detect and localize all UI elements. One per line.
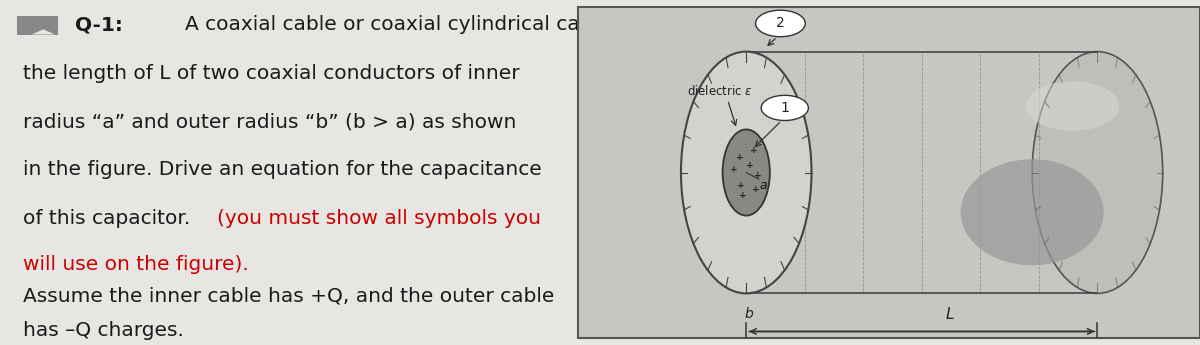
Text: $L$: $L$ — [946, 306, 955, 322]
Text: +: + — [737, 153, 744, 162]
Ellipse shape — [1032, 52, 1163, 293]
Polygon shape — [17, 16, 58, 34]
Polygon shape — [32, 29, 55, 34]
Ellipse shape — [680, 52, 811, 293]
Text: has –Q charges.: has –Q charges. — [23, 321, 184, 340]
Text: of this capacitor.: of this capacitor. — [23, 209, 197, 228]
Text: +: + — [739, 191, 746, 200]
Text: 2: 2 — [776, 17, 785, 30]
Text: will use on the figure).: will use on the figure). — [23, 255, 248, 274]
Text: +: + — [750, 147, 757, 156]
Text: 1: 1 — [780, 101, 790, 115]
Text: +: + — [754, 171, 761, 180]
Text: radius “a” and outer radius “b” (b > a) as shown: radius “a” and outer radius “b” (b > a) … — [23, 112, 516, 131]
Circle shape — [756, 10, 805, 37]
Ellipse shape — [1026, 81, 1120, 131]
Ellipse shape — [961, 159, 1104, 265]
Text: dielectric $\epsilon$: dielectric $\epsilon$ — [688, 85, 752, 98]
Text: Q-1:: Q-1: — [76, 16, 124, 34]
Text: $a$: $a$ — [758, 179, 768, 192]
Text: +: + — [738, 181, 745, 190]
Polygon shape — [746, 52, 1098, 293]
Text: +: + — [745, 161, 754, 170]
Text: in the figure. Drive an equation for the capacitance: in the figure. Drive an equation for the… — [23, 160, 542, 179]
Ellipse shape — [722, 129, 770, 216]
Text: +: + — [730, 165, 738, 174]
Text: the length of L of two coaxial conductors of inner: the length of L of two coaxial conductor… — [23, 64, 520, 83]
Text: $b$: $b$ — [744, 306, 755, 321]
Text: +: + — [751, 185, 760, 194]
Text: A coaxial cable or coaxial cylindrical capacitor: A coaxial cable or coaxial cylindrical c… — [185, 16, 650, 34]
Text: (you must show all symbols you: (you must show all symbols you — [217, 209, 541, 228]
Text: Assume the inner cable has +Q, and the outer cable: Assume the inner cable has +Q, and the o… — [23, 286, 554, 305]
Circle shape — [761, 95, 809, 120]
